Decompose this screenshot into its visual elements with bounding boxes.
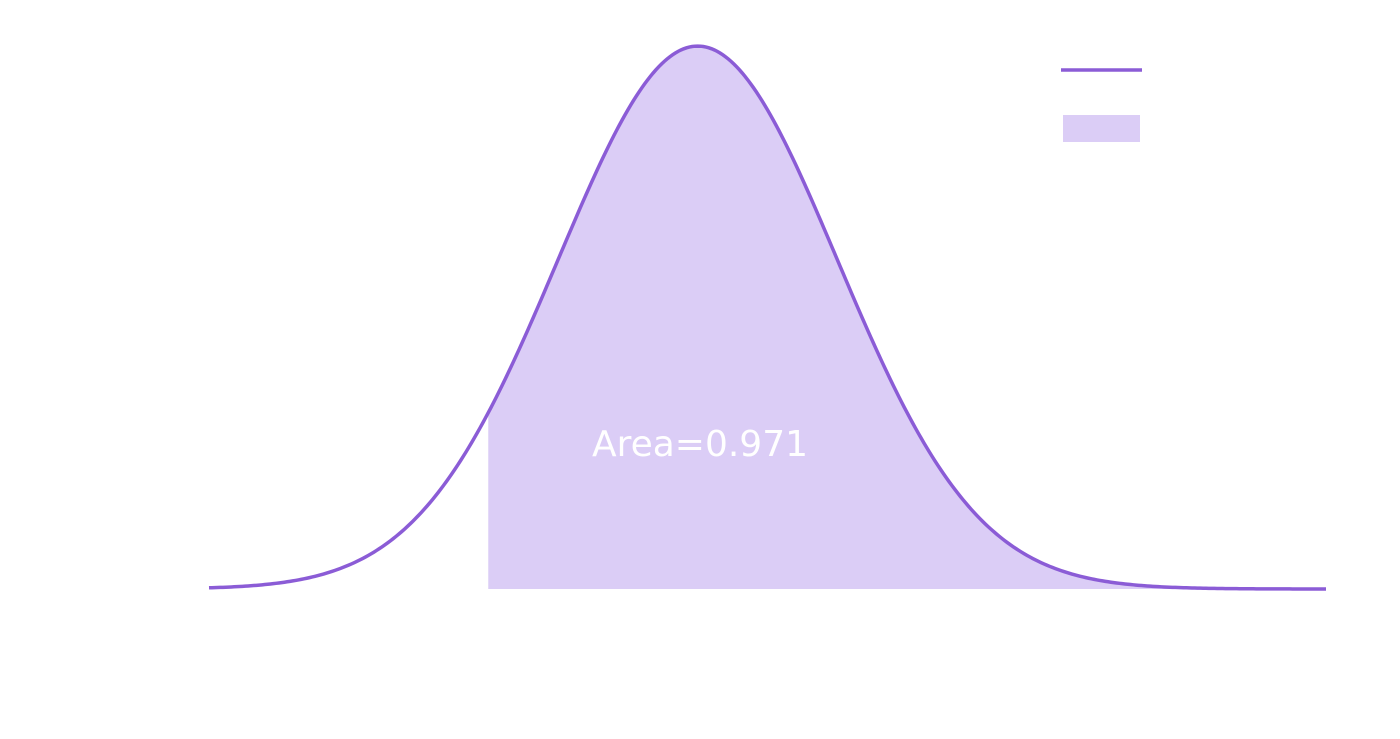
legend (1061, 68, 1142, 142)
shaded-area (488, 46, 1326, 589)
area-annotation: Area=0.971 (592, 424, 808, 465)
legend-fill-swatch (1063, 115, 1140, 142)
density-curve (208, 44, 1326, 591)
